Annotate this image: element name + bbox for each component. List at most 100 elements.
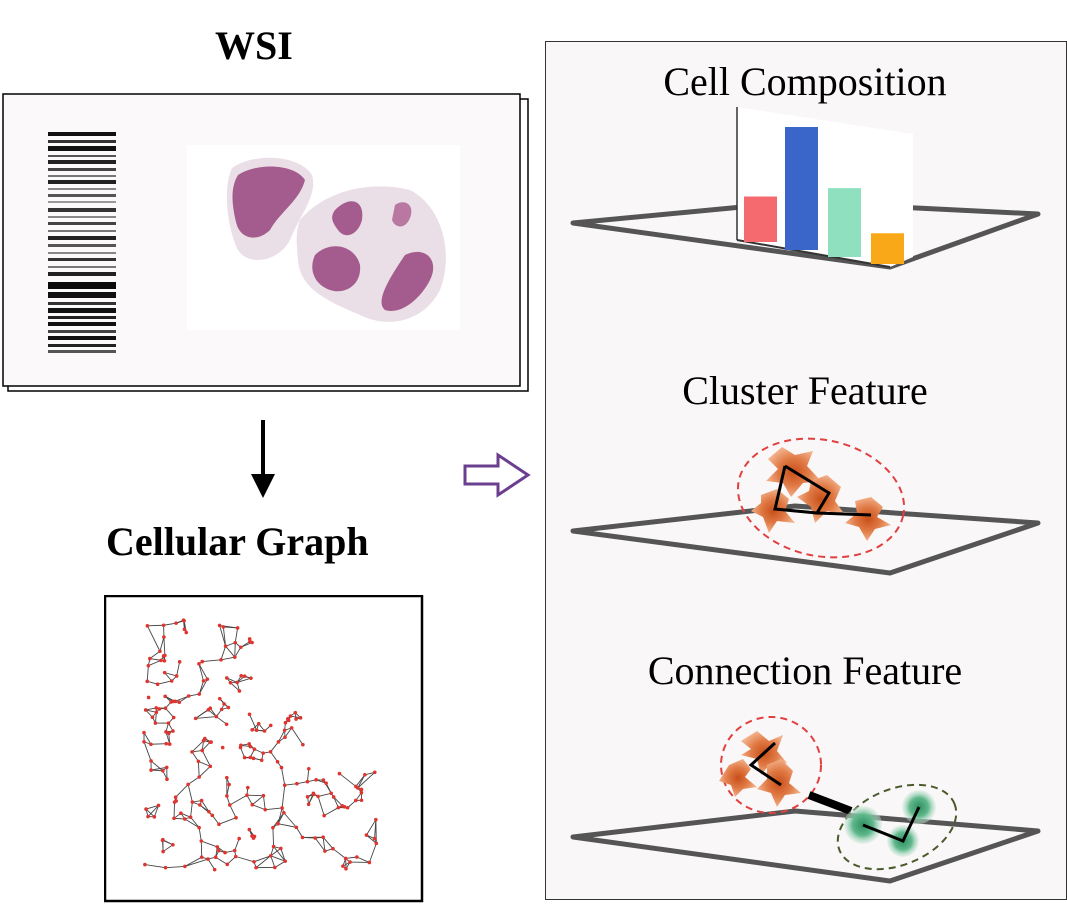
graph-node [364,833,369,837]
graph-edge [165,731,171,745]
graph-node [268,723,273,728]
graph-node [197,775,201,779]
graph-node [182,627,187,632]
bar-chart-icon [736,107,913,268]
graph-edge [272,827,275,847]
graph-edge [145,709,157,713]
graph-node [220,745,225,750]
graph-node [225,676,229,680]
graph-node [217,623,222,628]
graph-node [261,751,265,755]
graph-edge [274,860,286,868]
graph-edge [270,848,282,857]
graph-edge [187,776,200,785]
graph-edge [317,792,332,797]
graph-node [237,689,242,693]
graph-node [152,815,157,819]
graph-node [163,706,168,710]
graph-node [179,811,183,816]
graph-node [177,700,182,705]
graph-edge [195,716,217,719]
graph-edge [230,682,240,692]
graph-node [208,764,213,769]
graph-node [249,676,253,680]
graph-node [163,865,168,870]
cellular-graph-title: Cellular Graph [106,519,369,564]
graph-node [171,842,175,847]
graph-node [283,720,288,725]
graph-node [283,859,287,863]
graph-node [294,717,298,721]
graph-node [283,735,287,740]
graph-node [288,714,293,718]
graph-edge [220,656,235,661]
wsi-title: WSI [215,23,293,68]
graph-node [337,771,342,776]
connection-edge [807,791,853,815]
graph-node [164,765,169,770]
graph-node [282,810,286,815]
graph-edge [175,784,189,798]
graph-node [268,749,273,754]
graph-node [169,679,174,683]
graph-node [261,793,266,798]
graph-node [219,658,223,662]
graph-edge [202,659,222,663]
graph-node [314,777,318,782]
graph-node [225,794,229,798]
graph-node [160,838,165,843]
graph-edge [201,750,211,767]
graph-node [208,740,212,744]
graph-node [165,777,169,782]
graph-edge [226,856,237,865]
graph-node [268,853,273,858]
graph-edge [277,812,285,824]
graph-node [247,712,252,717]
graph-edge [345,856,357,859]
orange-cluster-ring [720,716,822,814]
graph-edge [198,827,202,842]
graph-node [237,836,241,841]
graph-node [226,705,231,710]
graph-edge [234,838,240,851]
graph-edge [366,819,377,836]
graph-edge [150,760,164,772]
graph-node [143,708,148,712]
graph-node [234,815,238,820]
graph-edge [162,839,174,846]
graph-node [247,827,252,832]
graph-edge [249,714,258,731]
graph-node [305,779,310,784]
graph-edge [296,827,303,838]
graph-edge [143,732,152,745]
graph-node [223,644,228,648]
graph-node [227,782,231,787]
graph-node [199,798,204,803]
graph-node [324,781,328,786]
graph-node [329,791,334,796]
graph-edge [322,837,326,852]
graph-node [343,856,348,861]
graph-node [353,798,358,803]
barcode-icon [48,132,116,353]
graph-node [143,862,147,867]
graph-node [215,845,220,849]
graph-edge [323,807,339,816]
graph-edge [270,741,279,753]
graph-node [186,782,190,787]
graph-edge [368,843,377,863]
graph-edge [198,760,211,767]
graph-node [294,825,299,830]
graph-node [359,798,364,803]
composition-bar [744,196,777,242]
graph-edge [147,624,164,627]
graph-edge [148,659,162,667]
graph-node [186,694,191,698]
graph-node [161,654,166,658]
graph-node [374,841,379,846]
graph-edge [270,855,286,862]
graph-edge [226,677,238,683]
graph-edge [164,672,173,682]
composition-bar [871,233,904,264]
graph-edge [270,855,276,868]
